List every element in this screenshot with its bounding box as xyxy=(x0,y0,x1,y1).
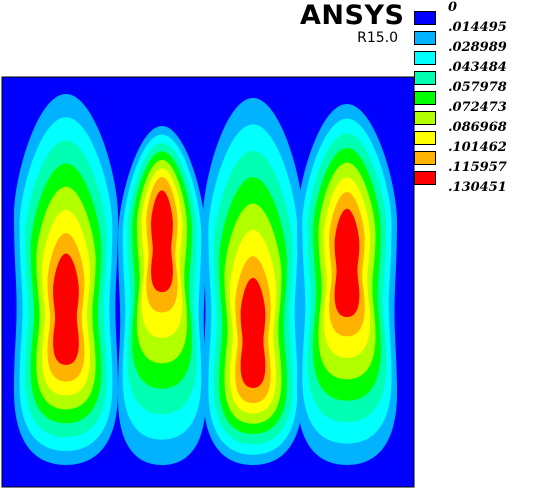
release-label: R15.0 xyxy=(357,30,398,46)
legend-swatch xyxy=(414,11,436,25)
legend-label: .101462 xyxy=(448,140,507,155)
brand-name: ANSYS xyxy=(300,0,405,31)
legend-label: .115957 xyxy=(448,160,507,175)
legend-label: .057978 xyxy=(448,80,507,95)
contour-band xyxy=(334,208,360,317)
ansys-brand: ANSYS R15.0 xyxy=(300,0,405,46)
legend-label: .072473 xyxy=(448,100,507,115)
contour-lobe xyxy=(118,126,206,465)
contour-lobe xyxy=(14,94,118,465)
legend-label: .043484 xyxy=(448,60,507,75)
legend-label: .086968 xyxy=(448,120,507,135)
contour-band xyxy=(53,253,79,365)
legend-entry: .130451 xyxy=(414,180,539,200)
legend-entry: .072473 xyxy=(414,100,539,125)
legend-entry: .086968 xyxy=(414,120,539,145)
legend-entry: 0 xyxy=(414,0,539,25)
legend-entry: .028989 xyxy=(414,40,539,65)
legend-entry: .014495 xyxy=(414,20,539,45)
contour-lobe xyxy=(203,98,303,465)
contour-band xyxy=(240,277,266,388)
legend-label: .028989 xyxy=(448,40,507,55)
legend-swatch xyxy=(414,31,436,45)
legend-label: 0 xyxy=(448,0,458,15)
plot-frame xyxy=(1,76,415,488)
contour-legend: 0 .014495 .028989 .043484 .057978 .072473 .086… xyxy=(414,0,539,200)
legend-label: .014495 xyxy=(448,20,507,35)
legend-entry: .115957 xyxy=(414,160,539,185)
contour-band xyxy=(151,190,173,293)
contour-lobe xyxy=(297,104,397,465)
legend-entry: .057978 xyxy=(414,80,539,105)
legend-label: .130451 xyxy=(448,180,507,195)
legend-swatch xyxy=(414,51,436,65)
